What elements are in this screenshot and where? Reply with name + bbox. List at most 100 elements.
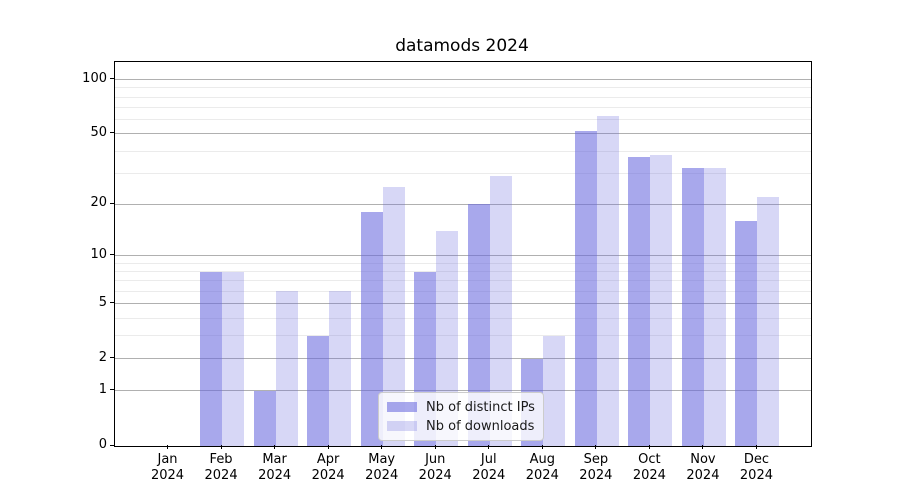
- x-tickmark: [327, 445, 329, 449]
- minor-gridline: [115, 87, 811, 89]
- x-tick-month: Jun: [425, 452, 446, 467]
- minor-gridline: [115, 317, 811, 319]
- y-tick-label: 5: [98, 294, 107, 310]
- x-tick-month: Oct: [638, 452, 661, 467]
- major-gridline: [115, 390, 811, 392]
- y-tickmark: [110, 389, 114, 391]
- major-gridline: [115, 255, 811, 257]
- x-tick-label: Jan 2024: [141, 452, 195, 484]
- x-tick-year: 2024: [418, 468, 452, 483]
- x-tick-month: Mar: [262, 452, 287, 467]
- x-tick-label: Oct 2024: [622, 452, 676, 484]
- x-tick-month: Nov: [690, 452, 716, 467]
- bar-distinct-ips-dec-2024: [735, 221, 758, 446]
- bar-downloads-oct-2024: [650, 155, 673, 446]
- x-tickmark: [595, 445, 597, 449]
- y-tickmark: [110, 302, 114, 304]
- legend-label: Nb of distinct IPs: [426, 399, 535, 415]
- legend-swatch: [387, 402, 417, 412]
- y-tickmark: [110, 357, 114, 359]
- legend-swatch: [387, 421, 417, 431]
- x-tickmark: [381, 445, 383, 449]
- x-tick-month: Sep: [583, 452, 609, 467]
- x-tickmark: [755, 445, 757, 449]
- bar-distinct-ips-nov-2024: [681, 168, 704, 446]
- minor-gridline: [115, 96, 811, 98]
- x-tick-label: Jun 2024: [408, 452, 462, 484]
- x-tick-label: Aug 2024: [515, 452, 569, 484]
- x-tick-year: 2024: [204, 468, 238, 483]
- y-tickmark: [110, 202, 114, 204]
- major-gridline: [115, 133, 811, 135]
- bar-distinct-ips-mar-2024: [253, 390, 276, 446]
- y-tickmark: [110, 444, 114, 446]
- y-tick-label: 2: [98, 349, 107, 365]
- x-tick-year: 2024: [525, 468, 559, 483]
- x-tick-month: Apr: [316, 452, 340, 467]
- bar-downloads-feb-2024: [222, 271, 245, 446]
- legend-item: Nb of downloads: [387, 418, 535, 434]
- legend-item: Nb of distinct IPs: [387, 399, 535, 415]
- y-tick-label: 0: [98, 437, 107, 452]
- bar-distinct-ips-sep-2024: [574, 130, 597, 446]
- bar-downloads-mar-2024: [275, 291, 298, 446]
- y-tickmark: [110, 254, 114, 256]
- x-tick-label: Jul 2024: [462, 452, 516, 484]
- bar-downloads-sep-2024: [596, 115, 619, 446]
- x-tick-label: Nov 2024: [676, 452, 730, 484]
- major-gridline: [115, 79, 811, 81]
- minor-gridline: [115, 335, 811, 337]
- x-tick-label: Sep 2024: [569, 452, 623, 484]
- y-tick-label: 10: [90, 246, 107, 262]
- x-tick-year: 2024: [258, 468, 292, 483]
- minor-gridline: [115, 119, 811, 121]
- major-gridline: [115, 203, 811, 205]
- x-tickmark: [702, 445, 704, 449]
- y-tick-label: 1: [98, 381, 107, 397]
- minor-gridline: [115, 150, 811, 152]
- y-tickmark: [110, 132, 114, 134]
- x-tickmark: [648, 445, 650, 449]
- bar-downloads-may-2024: [382, 187, 405, 446]
- minor-gridline: [115, 271, 811, 273]
- bar-downloads-apr-2024: [329, 291, 352, 446]
- y-tick-label: 50: [90, 124, 107, 140]
- x-tickmark: [220, 445, 222, 449]
- y-tickmark: [110, 78, 114, 80]
- bar-distinct-ips-feb-2024: [200, 271, 223, 446]
- minor-gridline: [115, 290, 811, 292]
- x-tick-month: Jul: [480, 452, 497, 467]
- x-tick-year: 2024: [365, 468, 399, 483]
- bar-distinct-ips-may-2024: [360, 212, 383, 446]
- x-tickmark: [274, 445, 276, 449]
- x-tick-label: Dec 2024: [729, 452, 783, 484]
- x-tick-year: 2024: [311, 468, 345, 483]
- bar-distinct-ips-jul-2024: [467, 204, 490, 446]
- x-tick-year: 2024: [686, 468, 720, 483]
- y-tick-label: 20: [90, 195, 107, 211]
- bar-downloads-nov-2024: [703, 168, 726, 446]
- bar-distinct-ips-apr-2024: [307, 335, 330, 446]
- x-tick-month: Feb: [209, 452, 233, 467]
- major-gridline: [115, 358, 811, 360]
- x-tick-year: 2024: [472, 468, 506, 483]
- legend: Nb of distinct IPs Nb of downloads: [378, 392, 544, 441]
- minor-gridline: [115, 262, 811, 264]
- minor-gridline: [115, 107, 811, 109]
- major-gridline: [115, 303, 811, 305]
- chart-title: datamods 2024: [395, 36, 529, 56]
- minor-gridline: [115, 172, 811, 174]
- x-tick-month: Dec: [743, 452, 770, 467]
- bar-distinct-ips-oct-2024: [628, 157, 651, 446]
- x-tick-year: 2024: [739, 468, 773, 483]
- x-tick-label: Feb 2024: [194, 452, 248, 484]
- x-tick-year: 2024: [150, 468, 185, 483]
- x-tick-month: May: [368, 452, 396, 467]
- bar-downloads-aug-2024: [543, 335, 566, 446]
- x-tick-month: Jan: [157, 452, 178, 467]
- bar-downloads-dec-2024: [757, 197, 780, 446]
- x-tick-label: Mar 2024: [248, 452, 302, 484]
- y-tick-label: 100: [82, 70, 107, 86]
- x-tickmark: [541, 445, 543, 449]
